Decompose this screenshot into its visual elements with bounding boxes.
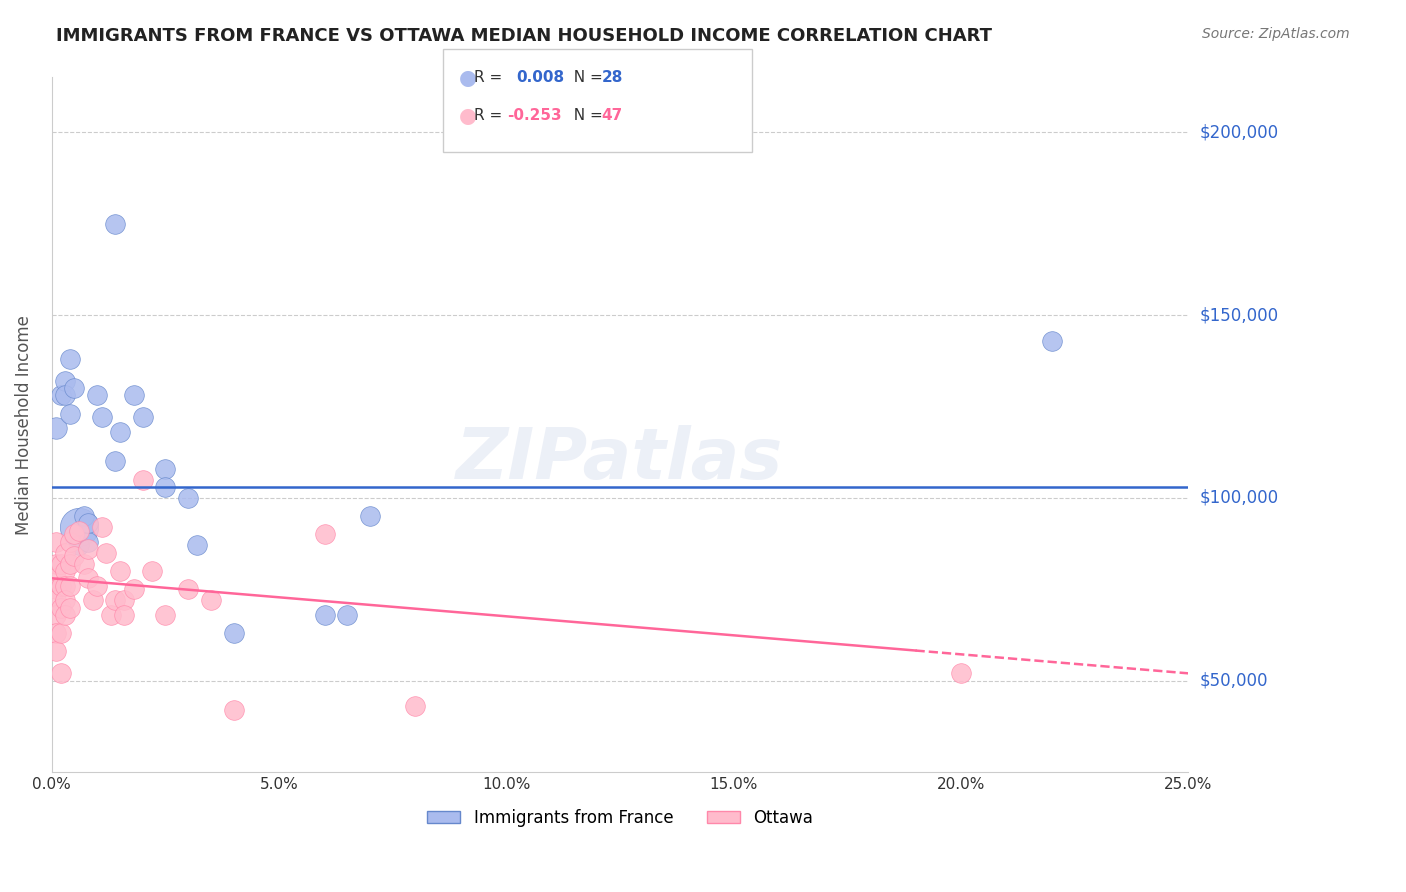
Point bbox=[1040, 334, 1063, 348]
Point bbox=[155, 480, 177, 494]
Point bbox=[314, 527, 336, 541]
Point bbox=[155, 607, 177, 622]
Y-axis label: Median Household Income: Median Household Income bbox=[15, 315, 32, 534]
Point bbox=[45, 607, 67, 622]
Point bbox=[63, 381, 86, 395]
Point bbox=[155, 461, 177, 475]
Text: -0.253: -0.253 bbox=[508, 109, 562, 123]
Legend: Immigrants from France, Ottawa: Immigrants from France, Ottawa bbox=[420, 802, 820, 833]
Point bbox=[67, 520, 90, 534]
Point bbox=[45, 582, 67, 597]
Point bbox=[45, 557, 67, 571]
Point bbox=[55, 388, 77, 402]
Point bbox=[104, 217, 127, 231]
Point bbox=[222, 703, 245, 717]
Point bbox=[108, 564, 131, 578]
Point bbox=[336, 607, 359, 622]
Point bbox=[63, 549, 86, 564]
Text: 28: 28 bbox=[602, 70, 623, 85]
Point bbox=[49, 600, 72, 615]
Point bbox=[55, 546, 77, 560]
Text: $200,000: $200,000 bbox=[1199, 123, 1278, 141]
Point bbox=[59, 534, 82, 549]
Point bbox=[72, 557, 94, 571]
Point bbox=[90, 410, 112, 425]
Point bbox=[222, 626, 245, 640]
Point bbox=[49, 666, 72, 681]
Text: IMMIGRANTS FROM FRANCE VS OTTAWA MEDIAN HOUSEHOLD INCOME CORRELATION CHART: IMMIGRANTS FROM FRANCE VS OTTAWA MEDIAN … bbox=[56, 27, 993, 45]
Point bbox=[77, 542, 100, 557]
Point bbox=[131, 410, 153, 425]
Point bbox=[77, 571, 100, 585]
Point bbox=[55, 607, 77, 622]
Point bbox=[949, 666, 972, 681]
Text: ●: ● bbox=[460, 106, 477, 126]
Point bbox=[77, 534, 100, 549]
Text: 47: 47 bbox=[602, 109, 623, 123]
Point bbox=[45, 626, 67, 640]
Text: R =: R = bbox=[474, 109, 508, 123]
Point bbox=[131, 473, 153, 487]
Point bbox=[114, 607, 136, 622]
Point bbox=[45, 593, 67, 607]
Point bbox=[96, 546, 118, 560]
Point bbox=[67, 538, 90, 552]
Text: ZIPatlas: ZIPatlas bbox=[457, 425, 783, 494]
Point bbox=[86, 388, 108, 402]
Point bbox=[55, 564, 77, 578]
Text: $150,000: $150,000 bbox=[1199, 306, 1278, 324]
Point bbox=[49, 557, 72, 571]
Point bbox=[77, 516, 100, 531]
Point bbox=[90, 520, 112, 534]
Text: $50,000: $50,000 bbox=[1199, 672, 1268, 690]
Point bbox=[49, 626, 72, 640]
Point bbox=[314, 607, 336, 622]
Point bbox=[359, 509, 381, 524]
Text: R =: R = bbox=[474, 70, 512, 85]
Point bbox=[67, 524, 90, 538]
Point bbox=[404, 699, 426, 714]
Point bbox=[200, 593, 222, 607]
Point bbox=[59, 351, 82, 366]
Point bbox=[122, 388, 145, 402]
Point bbox=[59, 600, 82, 615]
Point bbox=[45, 421, 67, 435]
Point bbox=[114, 593, 136, 607]
Text: N =: N = bbox=[564, 70, 607, 85]
Point bbox=[49, 579, 72, 593]
Point bbox=[55, 579, 77, 593]
Point bbox=[59, 579, 82, 593]
Point bbox=[86, 579, 108, 593]
Point bbox=[108, 425, 131, 439]
Point bbox=[49, 388, 72, 402]
Point bbox=[122, 582, 145, 597]
Point bbox=[177, 491, 200, 505]
Point bbox=[104, 593, 127, 607]
Text: 0.008: 0.008 bbox=[516, 70, 564, 85]
Point bbox=[72, 509, 94, 524]
Point bbox=[177, 582, 200, 597]
Point bbox=[59, 557, 82, 571]
Point bbox=[104, 454, 127, 468]
Point bbox=[63, 527, 86, 541]
Text: $100,000: $100,000 bbox=[1199, 489, 1278, 507]
Point bbox=[45, 571, 67, 585]
Point bbox=[59, 407, 82, 421]
Point bbox=[186, 538, 208, 552]
Point bbox=[45, 534, 67, 549]
Point bbox=[55, 374, 77, 388]
Text: ●: ● bbox=[460, 68, 477, 87]
Text: Source: ZipAtlas.com: Source: ZipAtlas.com bbox=[1202, 27, 1350, 41]
Point bbox=[82, 593, 104, 607]
Text: N =: N = bbox=[564, 109, 607, 123]
Point bbox=[100, 607, 122, 622]
Point bbox=[55, 593, 77, 607]
Point bbox=[45, 644, 67, 658]
Point bbox=[141, 564, 163, 578]
